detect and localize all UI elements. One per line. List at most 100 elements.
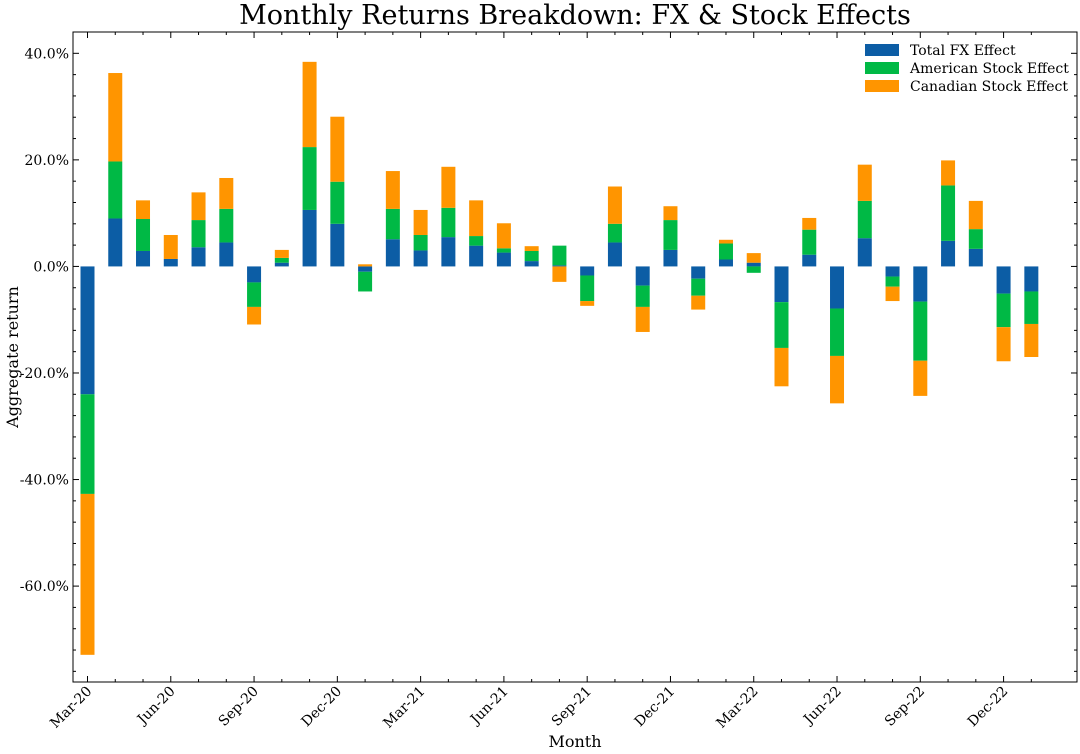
bar-segment-Jan-21-s2 — [358, 264, 373, 267]
bar-segment-Oct-21-s2 — [607, 186, 622, 224]
legend-label: Canadian Stock Effect — [910, 79, 1068, 95]
bar-segment-Jul-22-s2 — [857, 164, 872, 201]
x-tick-label: Jun-20 — [133, 684, 178, 729]
bar-segment-Jun-21-s0 — [496, 252, 511, 267]
bar-segment-Jul-20-s2 — [191, 192, 206, 221]
bar-segment-May-21-s2 — [469, 200, 484, 237]
bar-segment-Oct-22-s0 — [941, 240, 956, 267]
bar-segment-Nov-22-s1 — [968, 229, 983, 249]
bar-segment-Apr-20-s0 — [108, 218, 123, 267]
bar-segment-Dec-22-s2 — [996, 327, 1011, 362]
bar-segment-Sep-22-s2 — [913, 360, 928, 396]
bar-segment-Jul-21-s2 — [524, 246, 539, 251]
bar-segment-Jan-23-s0 — [1024, 266, 1039, 292]
bar-segment-Dec-20-s0 — [330, 223, 345, 267]
y-tick-label: 0.0% — [33, 259, 69, 275]
bar-segment-Dec-22-s0 — [996, 266, 1011, 294]
bar-segment-Jan-22-s1 — [691, 278, 706, 296]
bar-segment-Dec-22-s1 — [996, 293, 1011, 328]
x-tick-label: Jun-22 — [799, 684, 844, 729]
bar-segment-Oct-20-s1 — [274, 257, 289, 263]
bar-segment-Apr-21-s1 — [441, 207, 456, 238]
legend: Total FX Effect American Stock Effect Cana… — [865, 43, 1069, 95]
bar-segment-Jun-20-s0 — [163, 258, 178, 267]
bar-segment-Mar-20-s1 — [80, 394, 95, 494]
x-tick-label: Mar-21 — [380, 684, 428, 732]
bar-segment-Jun-22-s0 — [830, 266, 845, 309]
bar-segment-Jan-23-s1 — [1024, 291, 1039, 324]
bar-segment-Dec-21-s0 — [663, 249, 678, 267]
legend-swatch — [865, 80, 899, 92]
bar-segment-Jun-22-s1 — [830, 308, 845, 356]
bar-segment-Aug-21-s2 — [552, 266, 567, 282]
bar-segment-Apr-22-s2 — [774, 347, 789, 387]
bar-segment-May-22-s1 — [802, 229, 817, 255]
bar-segment-Apr-20-s2 — [108, 73, 123, 162]
bar-segment-Nov-22-s2 — [968, 200, 983, 230]
bar-segment-Aug-22-s0 — [885, 266, 900, 277]
bar-segment-Aug-22-s2 — [885, 286, 900, 302]
bar-segment-Aug-22-s1 — [885, 276, 900, 287]
bar-segment-Sep-21-s0 — [580, 266, 595, 276]
bar-segment-Jul-22-s1 — [857, 200, 872, 239]
y-tick-label: -60.0% — [20, 579, 69, 595]
bar-segment-Sep-22-s0 — [913, 266, 928, 302]
bar-segment-Nov-21-s2 — [635, 306, 650, 332]
bar-segment-Mar-20-s2 — [80, 493, 95, 655]
bar-segment-Oct-21-s0 — [607, 242, 622, 267]
bar-segment-Mar-22-s1 — [746, 266, 761, 273]
bar-segment-Apr-20-s1 — [108, 161, 123, 219]
x-tick-label: Sep-21 — [549, 684, 595, 730]
bar-segment-Nov-21-s1 — [635, 285, 650, 307]
chart-title: Monthly Returns Breakdown: FX & Stock Ef… — [239, 0, 911, 31]
bar-segment-Nov-21-s0 — [635, 266, 650, 286]
bar-segment-Mar-21-s0 — [413, 250, 428, 267]
bar-segment-Jul-21-s1 — [524, 250, 539, 262]
bar-segment-Mar-21-s2 — [413, 209, 428, 235]
bar-segment-Oct-20-s0 — [274, 262, 289, 267]
bar-segment-Nov-20-s2 — [302, 61, 317, 148]
bar-segment-Oct-22-s1 — [941, 185, 956, 241]
bar-segment-Mar-20-s0 — [80, 266, 95, 395]
bar-segment-May-20-s1 — [136, 219, 151, 251]
bar-segment-Oct-21-s1 — [607, 223, 622, 243]
bar-segment-Dec-21-s1 — [663, 220, 678, 250]
bar-segment-Aug-20-s0 — [219, 242, 234, 267]
y-axis-label: Aggregate return — [3, 286, 22, 429]
bar-segment-May-20-s0 — [136, 250, 151, 267]
bar-segment-Aug-20-s1 — [219, 208, 234, 243]
bar-segment-Oct-20-s2 — [274, 249, 289, 258]
bar-segment-Nov-22-s0 — [968, 248, 983, 267]
x-tick-label: Mar-20 — [47, 684, 95, 732]
x-tick-label: Sep-20 — [216, 684, 262, 730]
bar-segment-May-22-s2 — [802, 217, 817, 230]
bar-segment-Dec-20-s1 — [330, 181, 345, 224]
bar-segment-Apr-21-s0 — [441, 237, 456, 267]
bar-segment-Jan-22-s0 — [691, 266, 706, 279]
bar-segment-Sep-20-s2 — [247, 306, 262, 325]
bar-segment-Nov-20-s0 — [302, 209, 317, 267]
bar-segment-Sep-21-s1 — [580, 275, 595, 302]
x-tick-label: Sep-22 — [882, 684, 928, 730]
bar-segment-Jun-22-s2 — [830, 355, 845, 404]
legend-swatch — [865, 62, 899, 74]
bar-segment-Feb-21-s2 — [385, 171, 400, 209]
bar-segment-Apr-22-s0 — [774, 266, 789, 303]
bar-segment-Jul-20-s1 — [191, 220, 206, 248]
bar-segment-May-21-s0 — [469, 245, 484, 267]
bar-segment-Jan-23-s2 — [1024, 323, 1039, 357]
bar-segment-Jan-21-s1 — [358, 271, 373, 292]
bar-segment-May-21-s1 — [469, 236, 484, 246]
bar-segment-May-20-s2 — [136, 200, 151, 220]
bar-segment-Jul-20-s0 — [191, 247, 206, 267]
bar-segment-Jan-21-s0 — [358, 266, 373, 272]
bar-segment-Aug-21-s0 — [552, 265, 567, 267]
bar-segment-Feb-22-s1 — [718, 243, 733, 260]
bar-segment-Jun-21-s2 — [496, 223, 511, 249]
bar-segment-Feb-22-s0 — [718, 259, 733, 267]
bar-segment-Dec-20-s2 — [330, 116, 345, 182]
bar-segment-Oct-22-s2 — [941, 160, 956, 186]
legend-label: Total FX Effect — [910, 43, 1016, 59]
bar-segment-Jul-22-s0 — [857, 238, 872, 267]
